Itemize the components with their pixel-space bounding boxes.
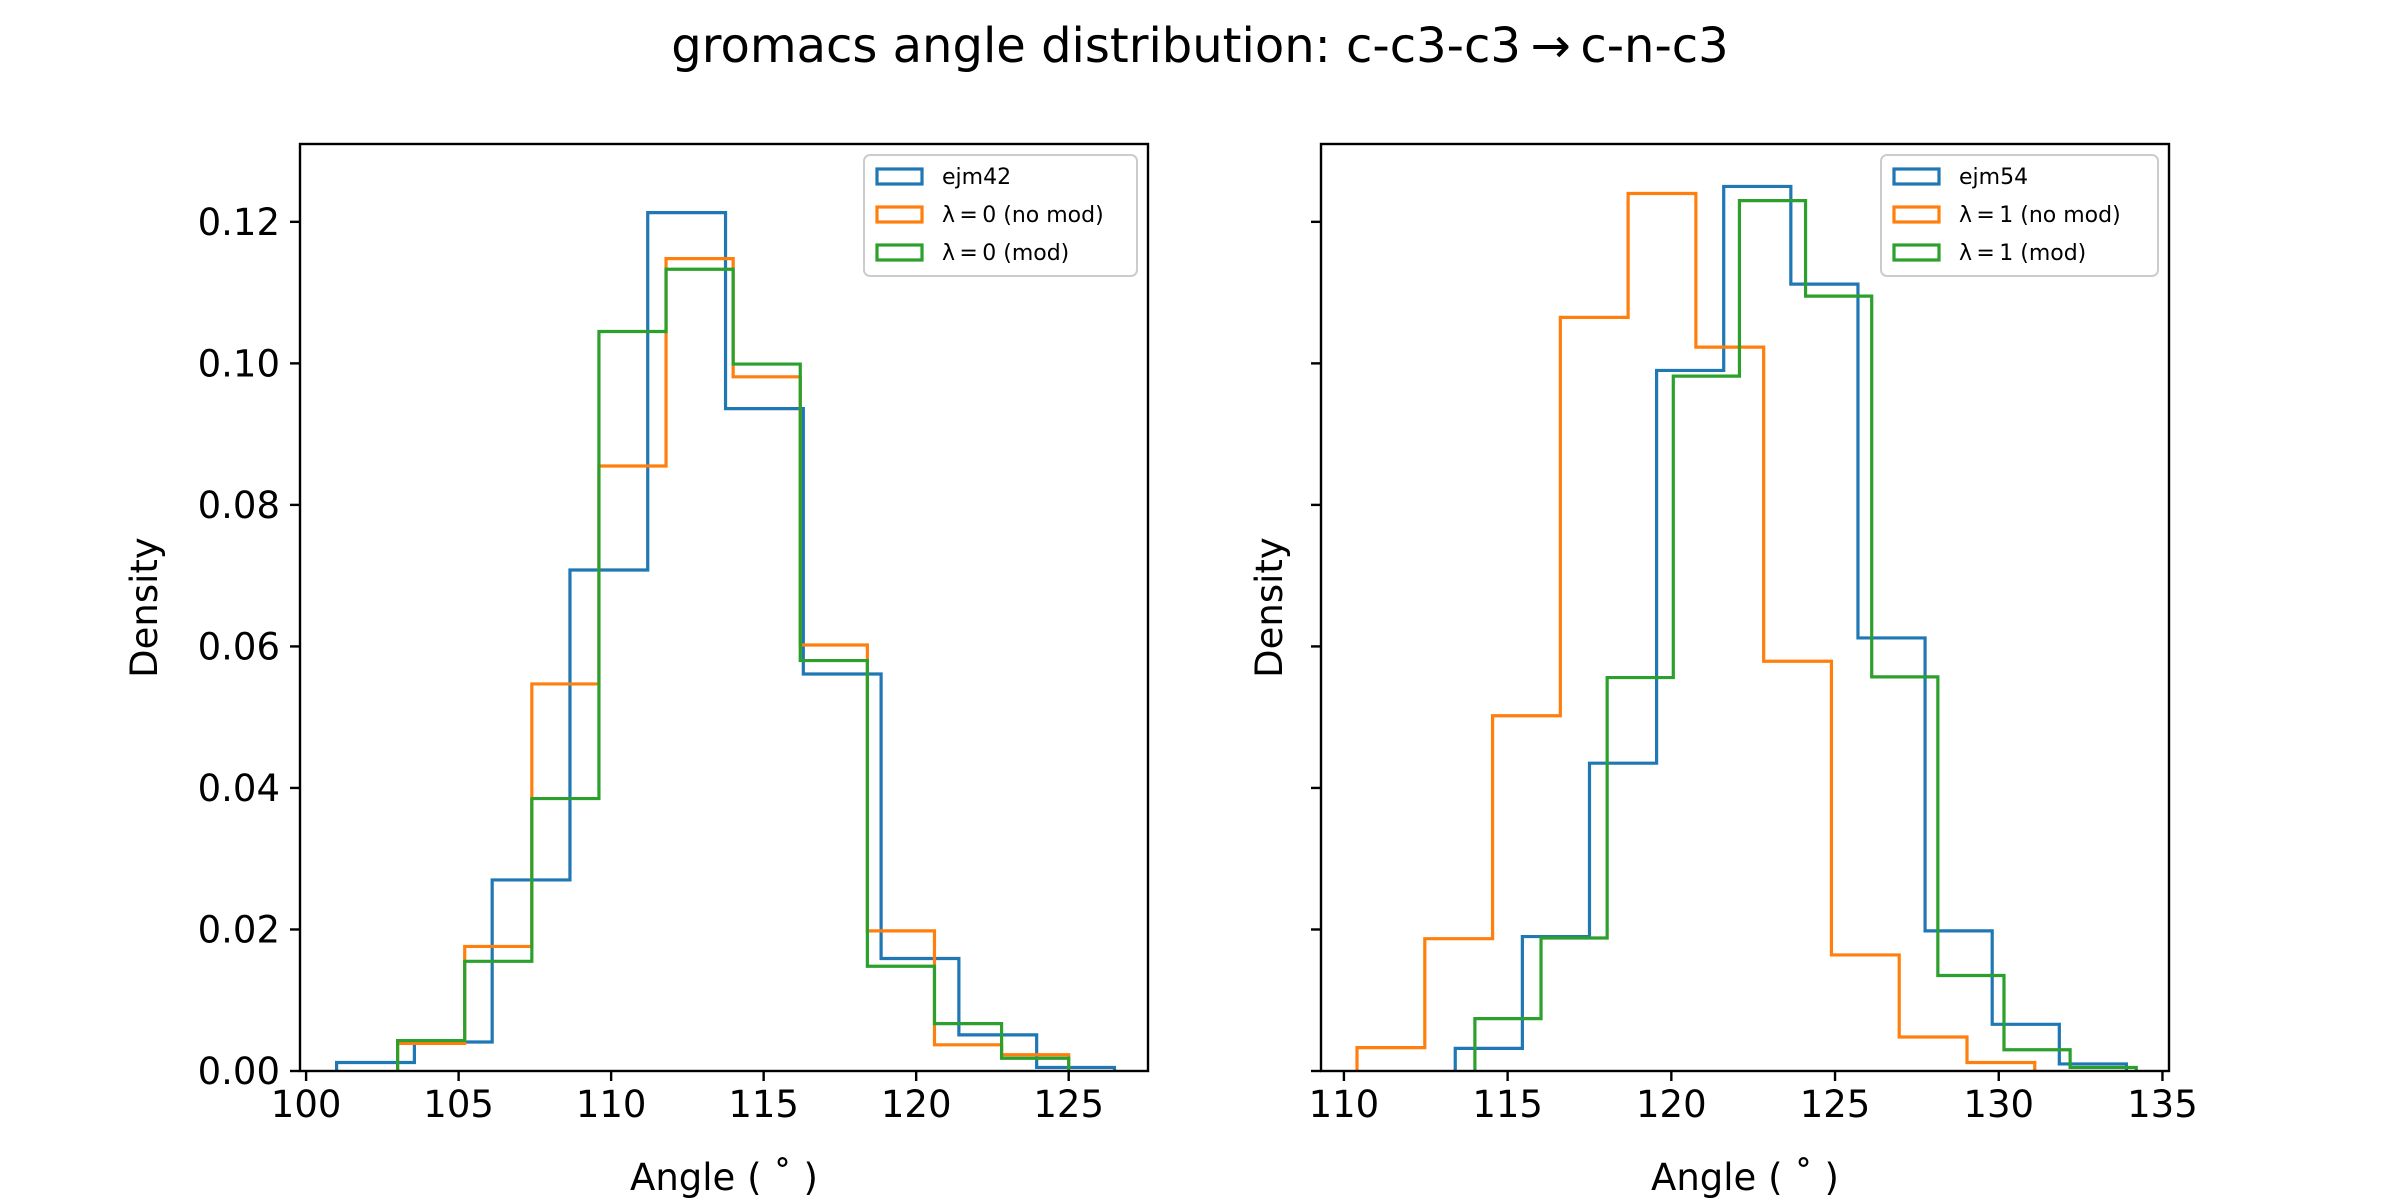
- x-tick-label-0-0: 100: [271, 1083, 342, 1126]
- x-tick-label-1-1: 115: [1472, 1083, 1543, 1126]
- x-tick-label-1-2: 120: [1636, 1083, 1707, 1126]
- series-step-0-2: [396, 267, 1071, 1071]
- x-tick-label-0-2: 110: [576, 1083, 647, 1126]
- legend-swatch-0-2: [875, 243, 924, 262]
- x-tick-label-1-3: 125: [1800, 1083, 1871, 1126]
- y-axis-label-1: Density: [1248, 537, 1291, 678]
- legend-label-0-1: λ = 0 (no mod): [942, 203, 1104, 228]
- legend-box-0: [863, 154, 1138, 277]
- x-tick-label-1-5: 135: [2127, 1083, 2198, 1126]
- histogram-panel-right: 110 115 120 125 130 135 Angle ( ˚ ) Density ejm5…: [1248, 142, 2198, 1199]
- legend-label-0-2: λ = 0 (mod): [942, 241, 1069, 266]
- y-tick-label-0-3: 0.06: [198, 625, 280, 668]
- x-axis-label-0: Angle ( ˚ ): [630, 1156, 818, 1199]
- y-tick-label-0-1: 0.02: [198, 908, 280, 951]
- x-tick-label-1-0: 110: [1309, 1083, 1380, 1126]
- axes-frame-1: [1319, 142, 2171, 1073]
- x-tick-label-0-1: 105: [423, 1083, 494, 1126]
- y-tick-label-0-5: 0.10: [198, 342, 280, 385]
- legend-swatch-1-1: [1892, 205, 1941, 224]
- y-tick-label-0-2: 0.04: [198, 767, 280, 810]
- x-tick-label-0-5: 125: [1033, 1083, 1104, 1126]
- legend-swatch-1-2: [1892, 243, 1941, 262]
- x-tick-label-0-4: 120: [881, 1083, 952, 1126]
- x-tick-label-0-3: 115: [728, 1083, 799, 1126]
- x-axis-label-1: Angle ( ˚ ): [1651, 1156, 1839, 1199]
- axes-frame-0: [298, 142, 1150, 1073]
- legend-swatch-1-0: [1892, 167, 1941, 186]
- histogram-panel-left: 100 105 110 115 120 125 0.00 0.02 0.04 0.06 0.08 0.…: [123, 142, 1150, 1199]
- legend-swatch-0-0: [875, 167, 924, 186]
- figure-title: gromacs angle distribution: c-c3-c3 → c-…: [671, 18, 1728, 74]
- y-axis-label-0: Density: [123, 537, 166, 678]
- legend-label-1-2: λ = 1 (mod): [1959, 241, 2086, 266]
- y-tick-label-0-6: 0.12: [198, 201, 280, 244]
- legend-label-1-0: ejm54: [1959, 165, 2028, 190]
- x-tick-label-1-4: 130: [1963, 1083, 2034, 1126]
- y-tick-label-0-4: 0.08: [198, 484, 280, 527]
- series-step-1-2: [1473, 199, 2138, 1071]
- series-step-1-1: [1355, 191, 2037, 1071]
- legend-box-1: [1880, 154, 2159, 277]
- legend-swatch-0-1: [875, 205, 924, 224]
- legend-label-1-1: λ = 1 (no mod): [1959, 203, 2121, 228]
- legend-label-0-0: ejm42: [942, 165, 1011, 190]
- y-tick-label-0-0: 0.00: [198, 1050, 280, 1093]
